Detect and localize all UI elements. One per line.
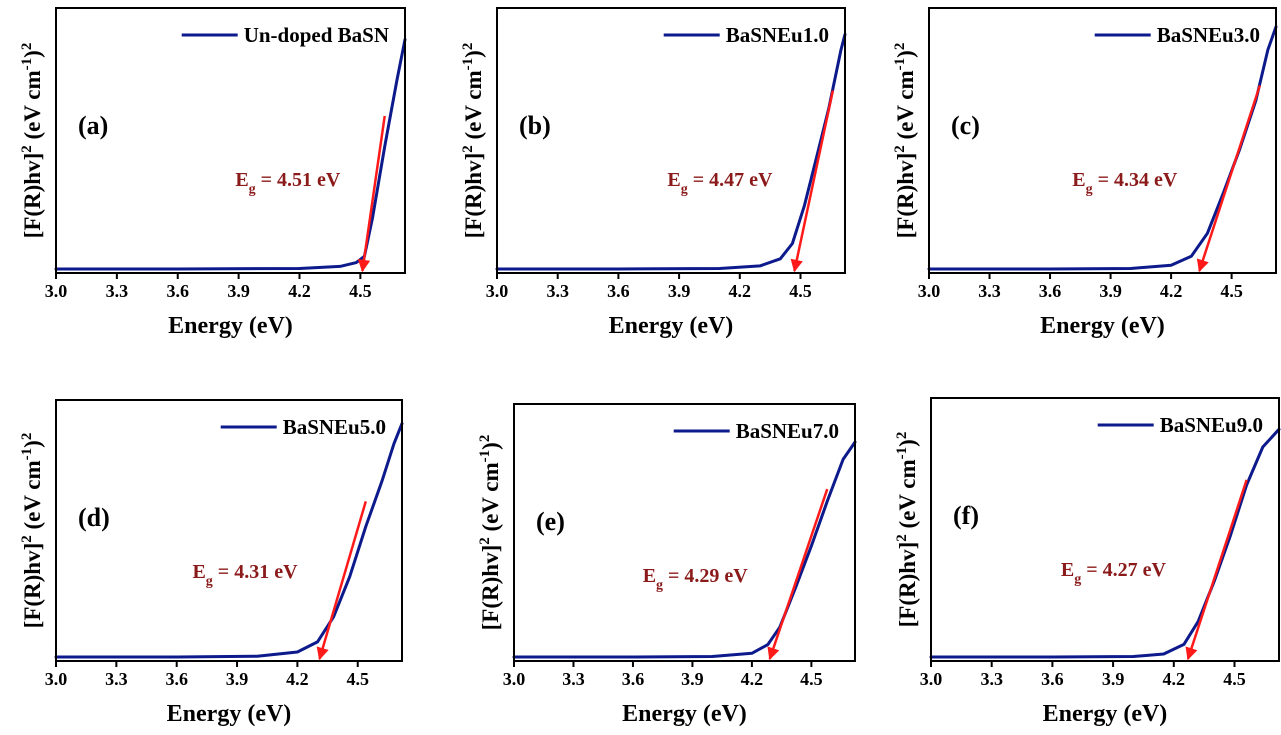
fit-line-arrow bbox=[1196, 85, 1262, 273]
x-tick-label: 3.0 bbox=[918, 281, 941, 301]
x-axis-label: Energy (eV) bbox=[1040, 313, 1165, 339]
x-axis-label: Energy (eV) bbox=[622, 701, 747, 727]
panel-label: (e) bbox=[536, 507, 565, 536]
x-tick-label: 3.0 bbox=[486, 281, 509, 301]
axes-frame bbox=[928, 7, 1277, 274]
axes-frame bbox=[496, 7, 846, 274]
fit-line-arrow bbox=[767, 488, 829, 661]
x-tick-label: 4.2 bbox=[286, 669, 309, 689]
x-tick-label: 3.6 bbox=[1039, 281, 1062, 301]
x-tick-label: 4.2 bbox=[1160, 281, 1183, 301]
axes-frame bbox=[930, 397, 1280, 662]
x-tick-label: 4.2 bbox=[1163, 669, 1186, 689]
band-gap-label: Eg = 4.31 eV bbox=[192, 561, 298, 589]
x-tick-label: 3.6 bbox=[622, 669, 645, 689]
x-axis-label: Energy (eV) bbox=[609, 313, 734, 339]
x-tick-label: 3.9 bbox=[1099, 281, 1122, 301]
chart-panel: 3.0 3.3 3.6 3.9 4.2 4.5 Energy (eV) [F(R)hv]2 (… bbox=[19, 7, 407, 339]
fit-line-arrow bbox=[316, 501, 367, 661]
chart-panel: 3.0 3.3 3.6 3.9 4.2 4.5 Energy (eV) [F(R)hv]2 (… bbox=[477, 403, 857, 727]
x-tick-label: 3.9 bbox=[227, 281, 250, 301]
data-curve bbox=[927, 25, 1278, 271]
x-axis-label: Energy (eV) bbox=[168, 313, 293, 339]
x-tick-label: 3.3 bbox=[978, 281, 1001, 301]
chart-panel: 3.0 3.3 3.6 3.9 4.2 4.5 Energy (eV) [F(R)hv]2 (… bbox=[460, 7, 847, 339]
chart-panel: 3.0 3.3 3.6 3.9 4.2 4.5 Energy (eV) [F(R)hv]2 (… bbox=[19, 399, 404, 727]
axes-frame bbox=[513, 403, 856, 662]
x-tick-label: 4.2 bbox=[729, 281, 752, 301]
band-gap-label: Eg = 4.27 eV bbox=[1061, 559, 1167, 587]
panel-label: (d) bbox=[78, 503, 110, 532]
x-tick-label: 3.0 bbox=[920, 669, 943, 689]
chart-panel: 3.0 3.3 3.6 3.9 4.2 4.5 Energy (eV) [F(R)hv]2 (… bbox=[894, 397, 1281, 727]
x-tick-label: 3.3 bbox=[980, 669, 1003, 689]
band-gap-label: Eg = 4.47 eV bbox=[667, 169, 773, 197]
legend-label: BaSNEu3.0 bbox=[1157, 23, 1260, 47]
chart-panel: 3.0 3.3 3.6 3.9 4.2 4.5 Energy (eV) [F(R)hv]2 (… bbox=[892, 7, 1278, 339]
legend-label: BaSNEu7.0 bbox=[736, 419, 839, 443]
panel-label: (c) bbox=[951, 111, 980, 140]
x-tick-label: 3.9 bbox=[668, 281, 691, 301]
x-axis-label: Energy (eV) bbox=[1043, 701, 1168, 727]
x-tick-label: 4.2 bbox=[288, 281, 311, 301]
data-curve bbox=[495, 32, 847, 271]
x-tick-label: 3.0 bbox=[45, 669, 68, 689]
data-curve bbox=[54, 38, 407, 271]
x-tick-label: 3.3 bbox=[105, 669, 128, 689]
x-tick-label: 4.5 bbox=[349, 281, 372, 301]
y-axis-label: [F(R)hv]2 (eV cm-1)2 bbox=[477, 435, 503, 631]
panel-label: (a) bbox=[78, 111, 108, 140]
x-tick-label: 4.5 bbox=[1223, 669, 1246, 689]
y-axis-label: [F(R)hv]2 (eV cm-1)2 bbox=[460, 43, 486, 239]
x-tick-label: 3.3 bbox=[562, 669, 585, 689]
data-curve bbox=[929, 427, 1281, 659]
x-tick-label: 3.6 bbox=[166, 281, 189, 301]
y-axis-label: [F(R)hv]2 (eV cm-1)2 bbox=[894, 432, 920, 628]
data-curve bbox=[512, 440, 857, 659]
x-tick-label: 3.9 bbox=[226, 669, 249, 689]
data-curve bbox=[54, 422, 404, 659]
legend-label: BaSNEu5.0 bbox=[283, 415, 386, 439]
legend-label: Un-doped BaSN bbox=[244, 23, 389, 47]
band-gap-label: Eg = 4.51 eV bbox=[235, 169, 341, 197]
legend-label: BaSNEu1.0 bbox=[726, 23, 829, 47]
x-tick-label: 3.9 bbox=[1102, 669, 1125, 689]
x-tick-label: 4.5 bbox=[346, 669, 369, 689]
fit-line-arrow bbox=[790, 90, 835, 273]
x-tick-label: 4.2 bbox=[741, 669, 764, 689]
x-tick-label: 3.3 bbox=[106, 281, 129, 301]
x-tick-label: 3.0 bbox=[45, 281, 68, 301]
fit-line-arrow bbox=[1185, 479, 1248, 661]
axes-frame bbox=[55, 399, 403, 662]
x-axis-label: Energy (eV) bbox=[167, 701, 292, 727]
panel-label: (f) bbox=[953, 501, 979, 530]
panel-label: (b) bbox=[519, 111, 551, 140]
y-axis-label: [F(R)hv]2 (eV cm-1)2 bbox=[19, 433, 45, 629]
band-gap-label: Eg = 4.29 eV bbox=[643, 565, 749, 593]
x-tick-label: 4.5 bbox=[800, 669, 823, 689]
x-tick-label: 3.6 bbox=[1041, 669, 1064, 689]
x-tick-label: 3.6 bbox=[165, 669, 188, 689]
x-tick-label: 3.0 bbox=[503, 669, 526, 689]
band-gap-label: Eg = 4.34 eV bbox=[1072, 169, 1178, 197]
legend-label: BaSNEu9.0 bbox=[1160, 413, 1263, 437]
axes-frame bbox=[55, 7, 406, 274]
y-axis-label: [F(R)hv]2 (eV cm-1)2 bbox=[892, 43, 918, 239]
x-tick-label: 4.5 bbox=[789, 281, 812, 301]
x-tick-label: 4.5 bbox=[1220, 281, 1243, 301]
fit-line-arrow bbox=[357, 115, 386, 273]
y-axis-label: [F(R)hv]2 (eV cm-1)2 bbox=[19, 43, 45, 239]
x-tick-label: 3.9 bbox=[681, 669, 704, 689]
x-tick-label: 3.3 bbox=[546, 281, 569, 301]
x-tick-label: 3.6 bbox=[607, 281, 630, 301]
